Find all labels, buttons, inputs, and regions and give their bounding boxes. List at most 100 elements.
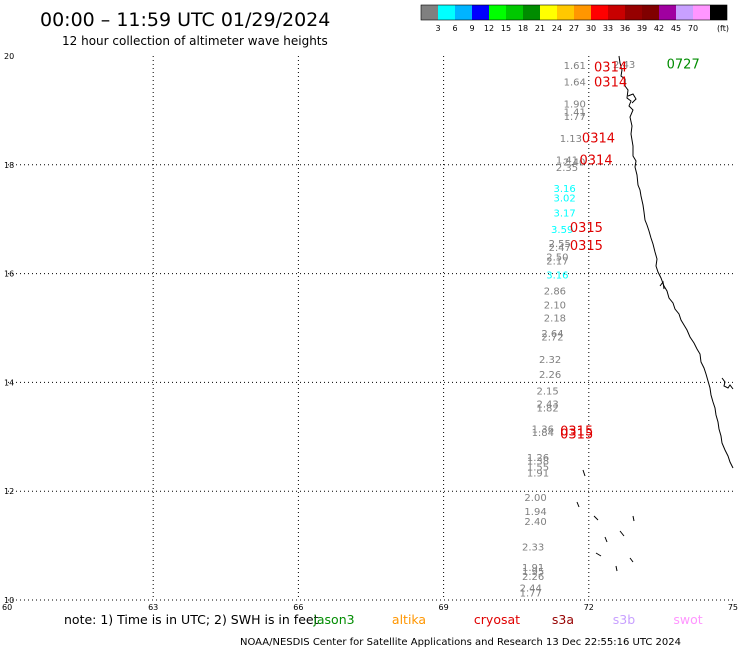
wave-height-value: 2.32 xyxy=(539,355,561,366)
island xyxy=(632,515,635,522)
scale-label: 9 xyxy=(469,24,474,33)
scale-label: 27 xyxy=(569,24,579,33)
scale-label: 15 xyxy=(501,24,511,33)
scale-swatch xyxy=(659,5,676,20)
wave-height-value: 2.43 xyxy=(537,400,559,411)
pass-time-label: 0315 xyxy=(560,428,593,443)
scale-label: 24 xyxy=(552,24,562,33)
scale-swatch xyxy=(642,5,659,20)
wave-height-value: 1.64 xyxy=(564,78,586,89)
pass-time-label: 0727 xyxy=(667,58,700,73)
wave-height-value: 2.26 xyxy=(539,370,561,381)
scale-swatch xyxy=(455,5,472,20)
wave-height-value: 2.50 xyxy=(546,253,568,264)
wave-height-value: 1.36 xyxy=(532,425,554,436)
pass-time-label: 0315 xyxy=(570,221,603,236)
color-scale: 3 6 9 12 15 18 21 24 27 30 33 36 39 42 45 70 (ft) xyxy=(420,4,729,33)
pass-time-label: 0314 xyxy=(580,153,613,168)
island xyxy=(595,552,602,557)
wave-height-value: 1.38 xyxy=(527,457,549,468)
scale-swatch xyxy=(421,5,438,20)
wave-height-value: 2.10 xyxy=(544,301,566,312)
scale-label: 36 xyxy=(620,24,630,33)
scale-label: 3 xyxy=(435,24,440,33)
wave-height-value: 2.15 xyxy=(537,387,559,398)
coastline-inlet xyxy=(627,93,637,104)
wave-height-value: 1.94 xyxy=(524,507,546,518)
x-tick-label: 63 xyxy=(148,603,158,612)
wave-height-value: 2.64 xyxy=(541,329,563,340)
pass-time-label: 0314 xyxy=(594,60,627,75)
wave-height-value: 1.91 xyxy=(522,563,544,574)
coastline xyxy=(618,55,734,469)
scale-swatch xyxy=(540,5,557,20)
wave-height-value: 2.00 xyxy=(524,493,546,504)
wave-height-value: 3.02 xyxy=(553,193,575,204)
scale-swatch xyxy=(438,5,455,20)
footer-credit: NOAA/NESDIS Center for Satellite Applica… xyxy=(240,637,681,648)
scale-swatch xyxy=(676,5,693,20)
wave-height-value: 2.40 xyxy=(563,158,585,169)
island xyxy=(604,536,608,543)
coastline-inlet xyxy=(659,280,665,290)
y-tick-label: 12 xyxy=(4,487,14,496)
wave-height-value: 1.95 xyxy=(522,567,544,578)
satellite-legend-item: altika xyxy=(392,612,426,627)
wave-height-value: 1.41 xyxy=(564,107,586,118)
wave-height-value: 3.16 xyxy=(553,184,575,195)
satellite-legend-item: jason3 xyxy=(312,612,354,627)
page-subtitle: 12 hour collection of altimeter wave hei… xyxy=(62,34,328,48)
wave-height-value: 2.44 xyxy=(520,583,542,594)
scale-swatch xyxy=(506,5,523,20)
pass-time-label: 0315 xyxy=(570,239,603,254)
lat-lon-grid xyxy=(8,56,734,601)
scale-label: 42 xyxy=(654,24,664,33)
wave-height-value: 2.33 xyxy=(522,543,544,554)
scale-label: 70 xyxy=(688,24,698,33)
scale-label: 12 xyxy=(484,24,494,33)
island xyxy=(576,501,580,508)
y-tick-label: 18 xyxy=(4,161,14,170)
wave-height-value: 1.13 xyxy=(560,134,582,145)
wave-height-value: 1.82 xyxy=(537,403,559,414)
scale-swatch xyxy=(693,5,710,20)
x-tick-label: 69 xyxy=(439,603,449,612)
wave-height-value: 2.55 xyxy=(549,239,571,250)
pass-time-label: 0315 xyxy=(560,424,593,439)
wave-height-value: 1.90 xyxy=(564,99,586,110)
wave-height-value: 1.77 xyxy=(564,112,586,123)
wave-height-value: 1.61 xyxy=(564,61,586,72)
wave-height-value: 2.26 xyxy=(522,572,544,583)
wave-height-value: 1.41 xyxy=(556,155,578,166)
x-tick-label: 66 xyxy=(293,603,303,612)
scale-swatch xyxy=(523,5,540,20)
wave-height-value: 1.91 xyxy=(527,469,549,480)
scale-label: 33 xyxy=(603,24,613,33)
wave-height-value: 2.47 xyxy=(549,243,571,254)
scale-swatch xyxy=(489,5,506,20)
satellite-legend: jason3 altika cryosat s3a s3b swot xyxy=(312,612,702,627)
wave-height-value: 2.35 xyxy=(556,163,578,174)
scale-label: 39 xyxy=(637,24,647,33)
satellite-legend-item: s3a xyxy=(552,612,574,627)
scale-frame xyxy=(420,4,728,21)
wave-height-value: 2.86 xyxy=(544,286,566,297)
y-tick-label: 20 xyxy=(4,52,14,61)
scale-swatch xyxy=(625,5,642,20)
footer-note: note: 1) Time is in UTC; 2) SWH is in fe… xyxy=(64,612,319,627)
small-islands xyxy=(576,469,635,572)
scale-swatch xyxy=(591,5,608,20)
scale-swatch xyxy=(557,5,574,20)
wave-height-value: 1.55 xyxy=(527,463,549,474)
wave-height-value: 3.59 xyxy=(551,225,573,236)
wave-height-value: 1.84 xyxy=(532,428,554,439)
axis-ticks: 60 63 66 69 72 75 20 18 16 14 12 10 xyxy=(2,52,738,612)
pass-time-label: 0314 xyxy=(594,76,627,91)
pass-time-label: 0314 xyxy=(582,132,615,147)
wave-height-value: 2.18 xyxy=(544,314,566,325)
scale-label: 45 xyxy=(671,24,681,33)
y-tick-label: 14 xyxy=(4,378,14,387)
page-title: 00:00 – 11:59 UTC 01/29/2024 xyxy=(40,9,330,31)
